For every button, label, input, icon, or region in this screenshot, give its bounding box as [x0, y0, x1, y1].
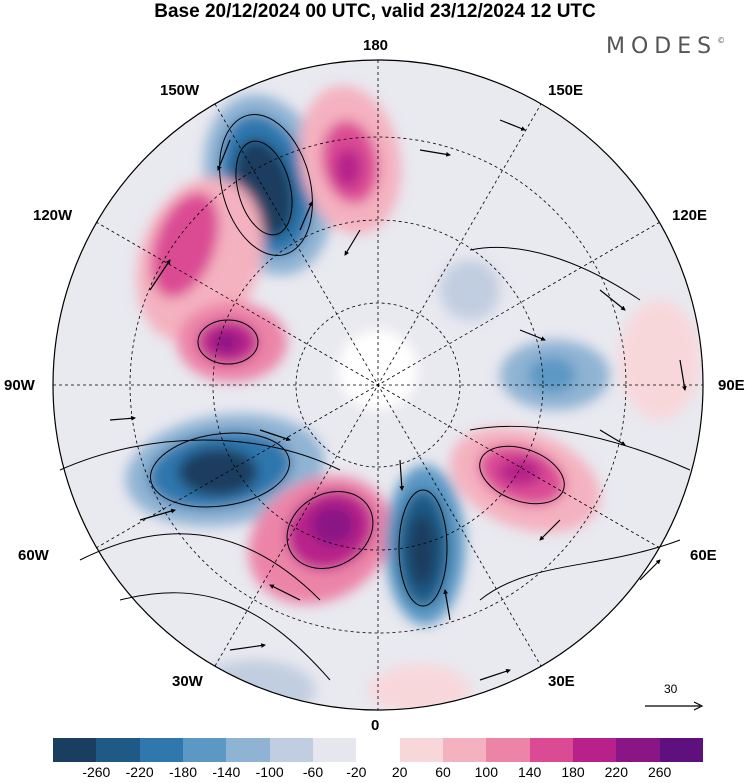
colorbar-swatch [616, 738, 660, 762]
colorbar-label: -20 [346, 764, 367, 780]
wind-vectors [109, 119, 687, 681]
colorbar-swatch [139, 738, 183, 762]
colorbar-label: -140 [212, 764, 241, 780]
graticule [53, 60, 703, 710]
colorbar-label: 180 [561, 764, 585, 780]
label-150e: 150E [548, 82, 584, 99]
logo-text: MODES [606, 34, 718, 59]
colorbar-label: -260 [82, 764, 111, 780]
colorbar-label: 100 [474, 764, 499, 780]
colorbar-swatch [356, 738, 400, 762]
map-title: Base 20/12/2024 00 UTC, valid 23/12/2024… [154, 1, 596, 22]
colorbar-swatch [96, 738, 140, 762]
colorbar-label: -100 [255, 764, 284, 780]
label-60e: 60E [690, 547, 717, 564]
label-120w: 120W [33, 207, 73, 224]
label-90w: 90W [4, 377, 35, 394]
colorbar-label: -220 [125, 764, 154, 780]
colorbar-label: -180 [168, 764, 198, 780]
label-90e: 90E [718, 377, 745, 394]
colorbar-swatch [182, 738, 227, 762]
colorbar-label: 220 [604, 764, 629, 780]
contours [59, 114, 691, 681]
map-border [52, 59, 704, 711]
colorbar-swatch [312, 738, 357, 762]
colorbar-labels: -260 -220 -180 -140 -100 -60 -20 20 60 100 140 180 2… [0, 764, 750, 782]
label-30e: 30E [548, 673, 575, 690]
label-30w: 30W [172, 673, 203, 690]
colorbar-label: 260 [647, 764, 672, 780]
colorbar [53, 738, 703, 762]
label-0: 0 [371, 717, 380, 734]
colorbar-swatch [572, 738, 617, 762]
colorbar-label: 60 [435, 764, 451, 780]
colorbar-swatch [442, 738, 487, 762]
colorbar-swatch [529, 738, 573, 762]
label-120e: 120E [672, 207, 708, 224]
modes-logo: MODES© [606, 34, 725, 59]
reference-vector-label: 30 [664, 682, 678, 696]
logo-mark: © [717, 36, 726, 45]
label-180: 180 [363, 37, 389, 54]
colorbar-label: -60 [302, 764, 324, 780]
reference-arrow [645, 701, 704, 711]
colorbar-swatch [269, 738, 313, 762]
colorbar-swatch [399, 738, 443, 762]
anomaly-field [53, 60, 703, 710]
label-60w: 60W [18, 547, 49, 564]
colorbar-swatch [659, 738, 703, 762]
colorbar-swatch [226, 738, 270, 762]
colorbar-label: 20 [391, 764, 408, 780]
colorbar-swatch [53, 738, 97, 762]
colorbar-swatch [486, 738, 530, 762]
reference-vector: 30 [640, 682, 710, 712]
label-150w: 150W [160, 82, 200, 99]
colorbar-label: 140 [517, 764, 542, 780]
